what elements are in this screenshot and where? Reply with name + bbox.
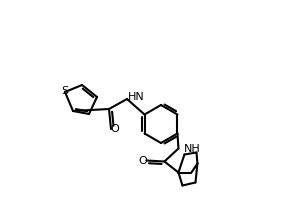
Text: O: O — [110, 124, 119, 134]
Text: O: O — [139, 156, 147, 166]
Text: HN: HN — [128, 92, 145, 102]
Text: NH: NH — [184, 144, 200, 154]
Text: S: S — [61, 86, 69, 96]
